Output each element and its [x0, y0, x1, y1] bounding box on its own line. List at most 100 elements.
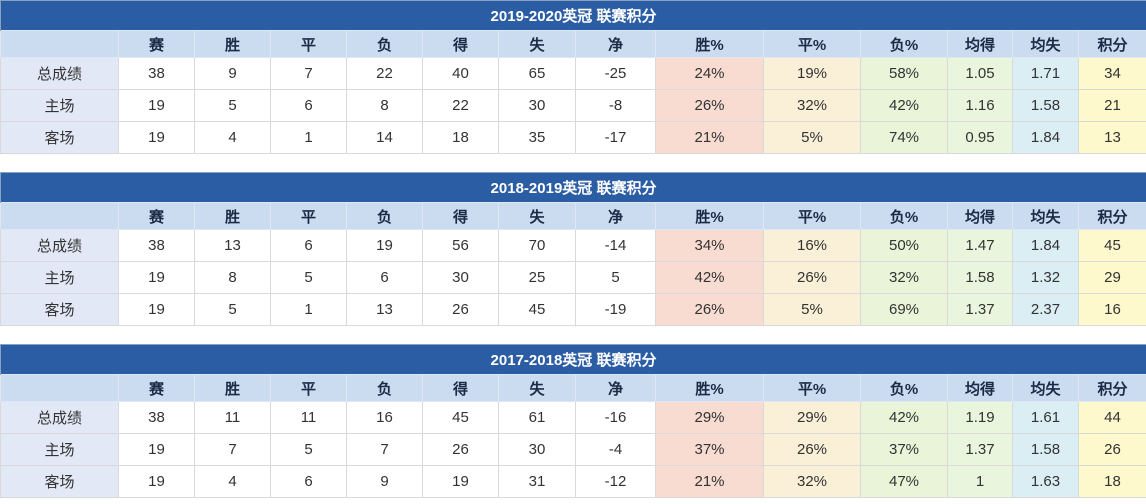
cell-matches: 19 [119, 262, 195, 294]
cell-matches: 19 [119, 294, 195, 326]
cell-draw-pct: 32% [764, 90, 861, 122]
column-header-losses: 负 [347, 203, 423, 230]
column-header-goals-for: 得 [423, 203, 499, 230]
cell-draw-pct: 19% [764, 58, 861, 90]
cell-goals-for: 19 [423, 466, 499, 498]
row-label: 总成绩 [1, 230, 119, 262]
column-header-draw-pct: 平% [764, 31, 861, 58]
cell-win-pct: 29% [656, 402, 764, 434]
column-header-blank [1, 203, 119, 230]
row-label: 客场 [1, 122, 119, 154]
cell-win-pct: 21% [656, 466, 764, 498]
column-header-goals-for: 得 [423, 31, 499, 58]
cell-loss-pct: 42% [861, 90, 948, 122]
cell-goal-diff: 5 [576, 262, 656, 294]
cell-draws: 6 [271, 90, 347, 122]
cell-draws: 1 [271, 122, 347, 154]
column-header-row: 赛胜平负得失净胜%平%负%均得均失积分 [1, 31, 1146, 58]
cell-points: 29 [1079, 262, 1146, 294]
cell-goal-diff: -8 [576, 90, 656, 122]
cell-goals-against: 70 [499, 230, 576, 262]
cell-wins: 5 [195, 294, 271, 326]
cell-avg-against: 1.58 [1013, 434, 1079, 466]
cell-draws: 6 [271, 466, 347, 498]
cell-avg-against: 1.63 [1013, 466, 1079, 498]
column-header-goals-against: 失 [499, 31, 576, 58]
cell-matches: 19 [119, 466, 195, 498]
cell-goals-against: 65 [499, 58, 576, 90]
cell-loss-pct: 32% [861, 262, 948, 294]
cell-wins: 4 [195, 122, 271, 154]
cell-win-pct: 24% [656, 58, 764, 90]
cell-goals-against: 61 [499, 402, 576, 434]
cell-avg-against: 2.37 [1013, 294, 1079, 326]
column-header-goals-against: 失 [499, 203, 576, 230]
cell-draws: 1 [271, 294, 347, 326]
cell-loss-pct: 58% [861, 58, 948, 90]
cell-goal-diff: -25 [576, 58, 656, 90]
cell-goals-against: 45 [499, 294, 576, 326]
cell-draw-pct: 5% [764, 122, 861, 154]
column-header-matches: 赛 [119, 31, 195, 58]
column-header-avg-for: 均得 [948, 375, 1013, 402]
column-header-goals-against: 失 [499, 375, 576, 402]
column-header-avg-for: 均得 [948, 31, 1013, 58]
cell-loss-pct: 42% [861, 402, 948, 434]
cell-avg-for: 1.37 [948, 294, 1013, 326]
cell-matches: 38 [119, 402, 195, 434]
cell-avg-for: 0.95 [948, 122, 1013, 154]
cell-goals-against: 31 [499, 466, 576, 498]
cell-losses: 6 [347, 262, 423, 294]
cell-goal-diff: -17 [576, 122, 656, 154]
cell-wins: 8 [195, 262, 271, 294]
column-header-wins: 胜 [195, 203, 271, 230]
column-header-draw-pct: 平% [764, 203, 861, 230]
cell-win-pct: 26% [656, 90, 764, 122]
cell-points: 16 [1079, 294, 1146, 326]
cell-goal-diff: -19 [576, 294, 656, 326]
cell-draws: 5 [271, 262, 347, 294]
cell-wins: 9 [195, 58, 271, 90]
cell-avg-against: 1.58 [1013, 90, 1079, 122]
column-header-blank [1, 31, 119, 58]
cell-loss-pct: 47% [861, 466, 948, 498]
cell-win-pct: 26% [656, 294, 764, 326]
column-header-losses: 负 [347, 375, 423, 402]
table-title-row: 2018-2019英冠 联赛积分 [1, 173, 1146, 203]
cell-loss-pct: 69% [861, 294, 948, 326]
cell-goals-for: 26 [423, 294, 499, 326]
cell-losses: 13 [347, 294, 423, 326]
column-header-goal-diff: 净 [576, 375, 656, 402]
table-title-row: 2017-2018英冠 联赛积分 [1, 345, 1146, 375]
cell-matches: 38 [119, 58, 195, 90]
cell-matches: 38 [119, 230, 195, 262]
row-label: 主场 [1, 262, 119, 294]
column-header-avg-against: 均失 [1013, 203, 1079, 230]
row-label: 主场 [1, 434, 119, 466]
cell-matches: 19 [119, 434, 195, 466]
column-header-avg-against: 均失 [1013, 31, 1079, 58]
cell-avg-for: 1.58 [948, 262, 1013, 294]
cell-avg-against: 1.84 [1013, 230, 1079, 262]
cell-draw-pct: 16% [764, 230, 861, 262]
column-header-points: 积分 [1079, 203, 1146, 230]
column-header-draws: 平 [271, 203, 347, 230]
column-header-goal-diff: 净 [576, 31, 656, 58]
cell-win-pct: 34% [656, 230, 764, 262]
cell-losses: 9 [347, 466, 423, 498]
cell-wins: 11 [195, 402, 271, 434]
column-header-matches: 赛 [119, 375, 195, 402]
cell-avg-against: 1.84 [1013, 122, 1079, 154]
column-header-losses: 负 [347, 31, 423, 58]
cell-draws: 5 [271, 434, 347, 466]
cell-goals-against: 25 [499, 262, 576, 294]
cell-loss-pct: 50% [861, 230, 948, 262]
column-header-draws: 平 [271, 31, 347, 58]
cell-draw-pct: 26% [764, 262, 861, 294]
